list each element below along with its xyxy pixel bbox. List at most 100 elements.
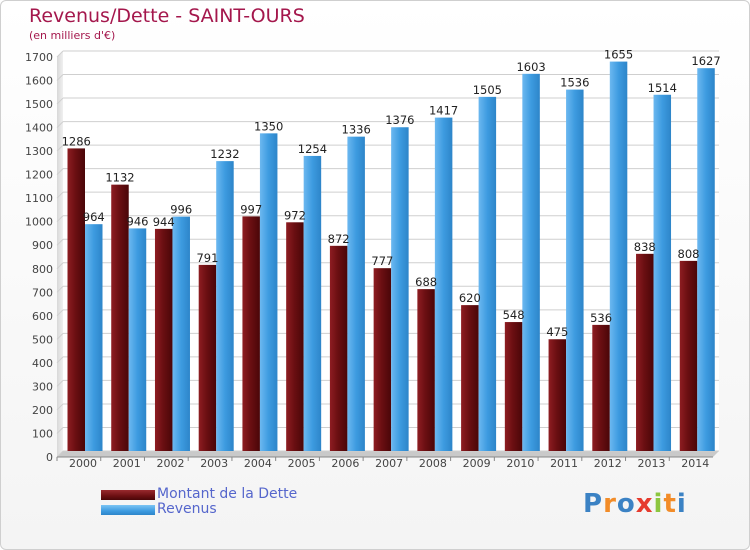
bar-dette: [592, 324, 610, 451]
data-label-revenus: 1514: [648, 81, 677, 95]
bar-revenus: [478, 96, 497, 451]
data-label-revenus: 964: [83, 210, 105, 224]
bar-dette: [504, 322, 523, 451]
x-tick-label: 2013: [638, 457, 666, 470]
bar-revenus: [522, 73, 540, 451]
bar-revenus: [697, 68, 715, 452]
data-label-dette: 944: [153, 215, 175, 229]
y-tick-label: 100: [32, 427, 53, 440]
data-label-revenus: 1350: [254, 119, 283, 133]
y-tick-label: 1400: [25, 122, 53, 135]
x-tick-label: 2006: [331, 457, 359, 470]
y-tick-label: 1200: [25, 169, 53, 182]
bar-dette: [461, 305, 479, 451]
data-label-revenus: 1536: [560, 76, 589, 90]
x-tick-label: 2005: [288, 457, 316, 470]
x-tick-label: 2012: [594, 457, 622, 470]
bar-dette: [329, 245, 348, 451]
gridline-depth: [56, 168, 64, 176]
data-label-revenus: 1376: [385, 113, 414, 127]
data-label-dette: 997: [240, 202, 262, 216]
gridline-depth: [56, 144, 64, 152]
logo-letter: x: [635, 489, 654, 519]
legend-label-dette: Montant de la Dette: [157, 486, 298, 502]
bar-dette: [417, 289, 435, 451]
y-tick-label: 1600: [25, 75, 53, 88]
data-label-dette: 791: [196, 251, 218, 265]
x-tick-label: 2004: [244, 457, 272, 470]
plot-side-wall: [57, 51, 63, 457]
plot-floor: [57, 451, 719, 457]
data-label-dette: 475: [546, 325, 568, 339]
bar-dette: [636, 253, 654, 451]
data-label-revenus: 946: [127, 214, 149, 228]
data-label-revenus: 1254: [298, 142, 327, 156]
gridline-depth: [56, 215, 64, 223]
y-tick-label: 1300: [25, 145, 53, 158]
data-label-revenus: 996: [170, 203, 192, 217]
gridline-depth: [56, 191, 64, 199]
data-label-revenus: 1232: [210, 147, 239, 161]
data-label-dette: 972: [284, 208, 306, 222]
data-label-dette: 1132: [105, 171, 134, 185]
bar-revenus: [128, 228, 147, 451]
bar-revenus: [303, 155, 322, 452]
gridline-depth: [56, 427, 64, 434]
bar-revenus: [609, 61, 628, 452]
y-tick-label: 400: [32, 357, 53, 370]
bar-revenus: [216, 161, 234, 451]
gridline-depth: [56, 309, 64, 317]
bar-dette: [548, 339, 567, 451]
y-tick-label: 600: [32, 310, 53, 323]
x-tick-label: 2008: [419, 457, 447, 470]
y-tick-label: 500: [32, 333, 53, 346]
gridline-depth: [56, 97, 64, 105]
x-tick-label: 2014: [681, 457, 709, 470]
y-tick-label: 1100: [25, 192, 53, 205]
logo-letter: i: [653, 489, 664, 519]
x-tick-label: 2010: [506, 457, 534, 470]
logo-letter: r: [603, 489, 617, 519]
gridline-depth: [56, 332, 64, 340]
data-label-revenus: 1655: [604, 48, 633, 62]
y-tick-label: 1000: [25, 216, 53, 229]
gridline-depth: [56, 121, 64, 128]
data-label-revenus: 1336: [342, 123, 371, 137]
legend-swatch-revenus: [101, 505, 155, 515]
bar-revenus: [347, 136, 365, 451]
bar-dette: [242, 216, 260, 451]
legend-label-revenus: Revenus: [157, 501, 217, 517]
y-tick-label: 0: [46, 451, 53, 464]
chart-subtitle: (en milliers d'€): [29, 29, 116, 42]
x-tick-label: 2002: [156, 457, 184, 470]
data-label-dette: 872: [328, 232, 350, 246]
bar-dette: [679, 260, 698, 451]
chart-title: Revenus/Dette - SAINT-OURS: [29, 5, 305, 27]
x-tick-label: 2009: [463, 457, 491, 470]
x-tick-label: 2003: [200, 457, 228, 470]
bar-dette: [373, 268, 392, 451]
data-label-dette: 536: [590, 311, 612, 325]
data-label-dette: 1286: [62, 134, 91, 148]
data-label-dette: 777: [371, 254, 393, 268]
gridline-depth: [56, 356, 64, 364]
gridline-depth: [56, 380, 64, 387]
data-label-dette: 688: [415, 275, 437, 289]
proxiti-logo: Proxiti: [583, 489, 687, 519]
y-tick-label: 800: [32, 263, 53, 276]
bar-dette: [67, 148, 85, 452]
logo-letter: P: [583, 489, 604, 519]
gridline-depth: [56, 74, 64, 81]
data-label-dette: 620: [459, 291, 481, 305]
data-label-dette: 808: [678, 247, 700, 261]
gridline-depth: [56, 50, 64, 58]
data-label-revenus: 1417: [429, 104, 458, 118]
x-tick-label: 2001: [113, 457, 141, 470]
bar-revenus: [434, 117, 453, 452]
y-tick-label: 1500: [25, 98, 53, 111]
data-label-revenus: 1627: [691, 54, 720, 68]
axis-layer: 0 100 200 300 400 500 600 700 800 900 1000 1100 1200…: [25, 51, 713, 470]
